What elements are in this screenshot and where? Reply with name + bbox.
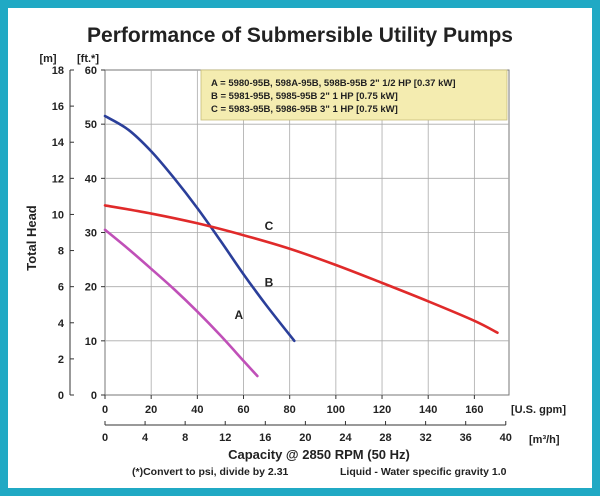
tick-label-m: 18 bbox=[52, 65, 64, 77]
tick-label-gpm: 20 bbox=[145, 404, 157, 416]
chart-frame: Performance of Submersible Utility Pumps… bbox=[8, 8, 592, 488]
series-line-b bbox=[103, 114, 296, 343]
y-unit-ft: [ft.*] bbox=[77, 53, 99, 65]
tick-label-gpm: 0 bbox=[102, 404, 108, 416]
tick-label-m: 4 bbox=[58, 318, 65, 330]
tick-label-gpm: 80 bbox=[284, 404, 296, 416]
series-label-b: B bbox=[265, 276, 274, 290]
tick-label-ft: 60 bbox=[85, 65, 97, 77]
tick-label-m: 10 bbox=[52, 209, 64, 221]
tick-label-ft: 50 bbox=[85, 119, 97, 131]
y-unit-m: [m] bbox=[39, 53, 56, 65]
tick-label-ft: 20 bbox=[85, 282, 97, 294]
legend-entry: B = 5981-95B, 5985-95B 2" 1 HP [0.75 kW] bbox=[211, 91, 398, 102]
tick-label-m3h: 16 bbox=[259, 432, 271, 444]
x-unit-m3h: [m³/h] bbox=[529, 434, 560, 446]
legend-entry: A = 5980-95B, 598A-95B, 598B-95B 2" 1/2 … bbox=[211, 78, 456, 89]
tick-label-m3h: 32 bbox=[419, 432, 431, 444]
tick-label-ft: 0 bbox=[91, 390, 97, 402]
series-label-a: A bbox=[235, 308, 244, 322]
grid bbox=[104, 69, 510, 396]
tick-label-gpm: 60 bbox=[237, 404, 249, 416]
tick-label-m3h: 12 bbox=[219, 432, 231, 444]
tick-label-gpm: 100 bbox=[327, 404, 345, 416]
tick-label-m3h: 0 bbox=[102, 432, 108, 444]
tick-label-m: 6 bbox=[58, 282, 64, 294]
tick-label-m: 12 bbox=[52, 173, 64, 185]
tick-label-ft: 10 bbox=[85, 336, 97, 348]
series-label-c: C bbox=[265, 219, 274, 233]
psi-note: (*)Convert to psi, divide by 2.31 bbox=[132, 466, 289, 478]
tick-label-ft: 40 bbox=[85, 173, 97, 185]
legend-entry: C = 5983-95B, 5986-95B 3" 1 HP [0.75 kW] bbox=[211, 104, 398, 115]
chart-title: Performance of Submersible Utility Pumps bbox=[87, 24, 513, 47]
tick-label-m3h: 28 bbox=[379, 432, 391, 444]
tick-label-m3h: 20 bbox=[299, 432, 311, 444]
legend: A = 5980-95B, 598A-95B, 598B-95B 2" 1/2 … bbox=[200, 69, 508, 121]
series: A B C bbox=[103, 114, 499, 378]
liquid-note: Liquid - Water specific gravity 1.0 bbox=[340, 466, 507, 478]
tick-label-m3h: 8 bbox=[182, 432, 188, 444]
tick-label-m3h: 40 bbox=[500, 432, 512, 444]
series-line-c bbox=[103, 204, 499, 335]
tick-label-m3h: 24 bbox=[339, 432, 352, 444]
tick-label-m: 0 bbox=[58, 390, 64, 402]
x-unit-gpm: [U.S. gpm] bbox=[511, 404, 566, 416]
tick-label-gpm: 40 bbox=[191, 404, 203, 416]
legend-box bbox=[200, 69, 508, 121]
tick-label-m: 2 bbox=[58, 354, 64, 366]
tick-label-gpm: 120 bbox=[373, 404, 391, 416]
tick-label-gpm: 140 bbox=[419, 404, 437, 416]
tick-label-m: 16 bbox=[52, 101, 64, 113]
tick-label-m3h: 36 bbox=[460, 432, 472, 444]
pump-performance-chart: Performance of Submersible Utility Pumps… bbox=[24, 24, 566, 478]
tick-label-ft: 30 bbox=[85, 228, 97, 240]
x-axis-label: Capacity @ 2850 RPM (50 Hz) bbox=[228, 447, 410, 462]
tick-label-m: 14 bbox=[52, 137, 65, 149]
tick-label-gpm: 160 bbox=[465, 404, 483, 416]
series-line-a bbox=[103, 228, 259, 378]
tick-label-m: 8 bbox=[58, 246, 64, 258]
y-axis-label: Total Head bbox=[24, 205, 39, 271]
tick-label-m3h: 4 bbox=[142, 432, 149, 444]
